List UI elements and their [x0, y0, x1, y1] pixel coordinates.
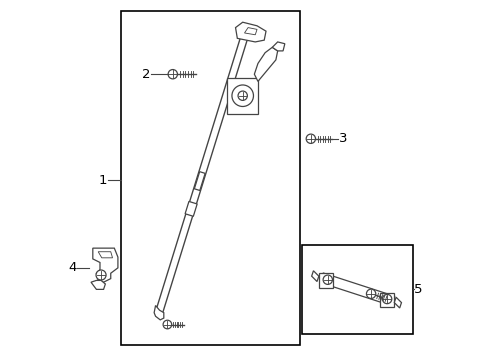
- Polygon shape: [91, 280, 105, 289]
- Circle shape: [366, 289, 375, 298]
- Polygon shape: [311, 271, 318, 282]
- Circle shape: [168, 69, 177, 79]
- Text: 5: 5: [413, 283, 422, 296]
- Text: 3: 3: [338, 132, 346, 145]
- Polygon shape: [254, 47, 277, 81]
- Text: 2: 2: [142, 68, 150, 81]
- Text: 1: 1: [99, 174, 107, 186]
- Circle shape: [231, 85, 253, 107]
- Bar: [121, 12, 300, 345]
- Polygon shape: [235, 22, 265, 42]
- Circle shape: [305, 134, 315, 143]
- FancyBboxPatch shape: [318, 273, 332, 288]
- Polygon shape: [272, 42, 285, 51]
- Text: 4: 4: [68, 261, 77, 274]
- Circle shape: [323, 275, 332, 284]
- Circle shape: [163, 320, 171, 329]
- Bar: [301, 244, 412, 334]
- Polygon shape: [320, 273, 394, 306]
- Polygon shape: [244, 28, 257, 35]
- Polygon shape: [98, 252, 112, 258]
- Bar: [227, 78, 258, 114]
- Polygon shape: [393, 297, 401, 308]
- Bar: [194, 172, 205, 190]
- FancyBboxPatch shape: [379, 293, 393, 307]
- Circle shape: [96, 270, 106, 280]
- Circle shape: [238, 91, 247, 100]
- Polygon shape: [93, 248, 118, 282]
- Polygon shape: [154, 306, 163, 320]
- Circle shape: [382, 294, 391, 304]
- Bar: [185, 202, 197, 216]
